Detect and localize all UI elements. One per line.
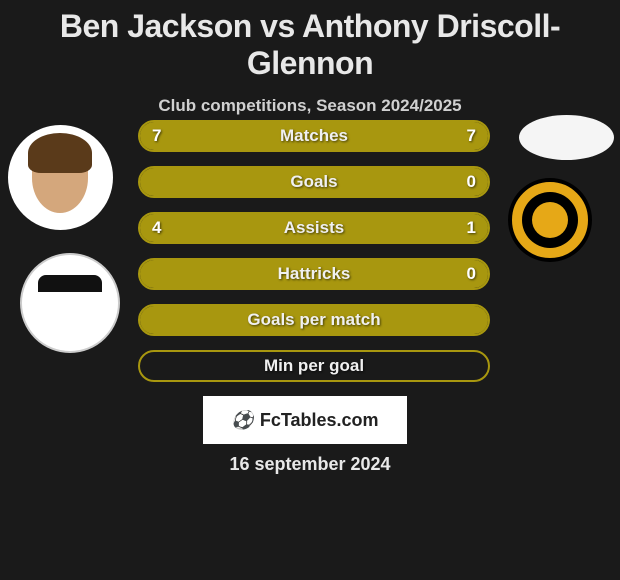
subtitle: Club competitions, Season 2024/2025 — [0, 96, 620, 116]
bar-label: Goals — [140, 168, 488, 196]
stat-bar: 0Goals — [138, 166, 490, 198]
player1-name: Ben Jackson — [60, 8, 252, 44]
stat-bar: Goals per match — [138, 304, 490, 336]
vs-word: vs — [260, 8, 295, 44]
bar-label: Assists — [140, 214, 488, 242]
stat-bar: 77Matches — [138, 120, 490, 152]
date-label: 16 september 2024 — [0, 454, 620, 475]
credit-badge: ⚽ FcTables.com — [203, 396, 407, 444]
bar-label: Min per goal — [140, 352, 488, 380]
stat-bars: 77Matches 0Goals 41Assists 0Hattricks Goals … — [138, 120, 490, 396]
bar-label: Matches — [140, 122, 488, 150]
player2-photo — [519, 115, 614, 160]
credit-text: FcTables.com — [260, 410, 379, 431]
stat-bar: 0Hattricks — [138, 258, 490, 290]
stat-bar: Min per goal — [138, 350, 490, 382]
player2-club-badge — [508, 178, 592, 262]
bar-label: Hattricks — [140, 260, 488, 288]
player1-club-badge — [20, 253, 120, 353]
stat-bar: 41Assists — [138, 212, 490, 244]
bar-label: Goals per match — [140, 306, 488, 334]
player1-photo — [8, 125, 113, 230]
credit-icon: ⚽ — [231, 410, 253, 431]
comparison-title: Ben Jackson vs Anthony Driscoll-Glennon — [0, 0, 620, 82]
